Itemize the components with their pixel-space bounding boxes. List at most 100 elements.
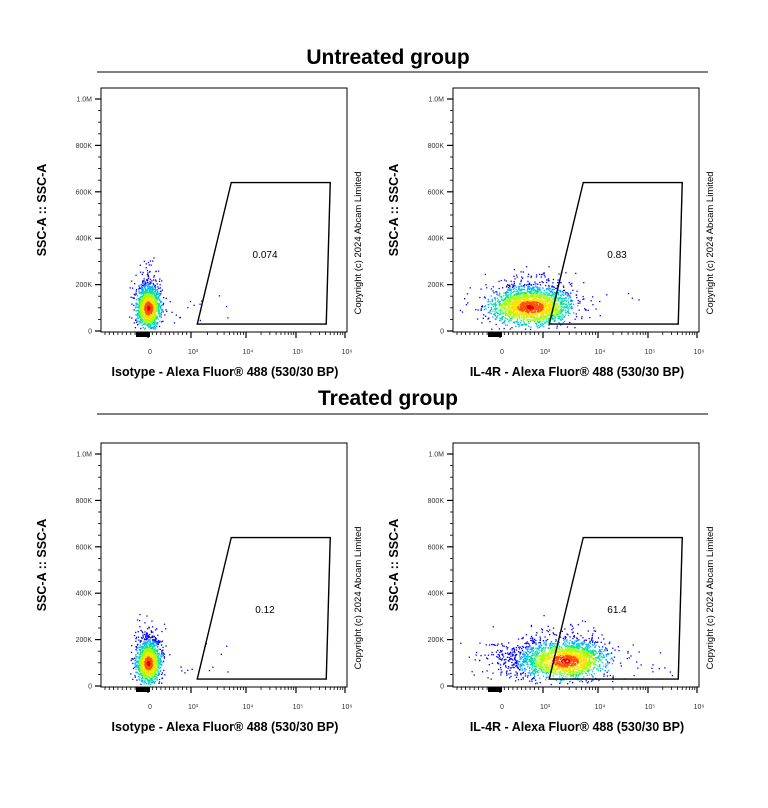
event-dot xyxy=(485,274,486,275)
event-dot xyxy=(558,290,559,291)
event-dot xyxy=(164,624,165,625)
event-dot xyxy=(156,290,157,291)
x-tick-label: 0 xyxy=(500,349,504,356)
event-dot xyxy=(152,639,153,640)
event-dot xyxy=(139,626,140,627)
event-dot xyxy=(171,312,172,313)
event-dot xyxy=(159,321,160,322)
event-dot xyxy=(527,291,528,292)
event-dot xyxy=(155,643,156,644)
event-dot xyxy=(226,306,227,307)
event-dot xyxy=(499,293,500,294)
event-dot xyxy=(503,322,504,323)
event-dot xyxy=(489,312,490,313)
event-dot xyxy=(505,311,506,312)
event-dot xyxy=(485,305,486,306)
event-dot xyxy=(162,647,163,648)
event-dot xyxy=(161,312,162,313)
event-dot xyxy=(142,652,143,653)
event-dot xyxy=(564,321,565,322)
event-dot xyxy=(524,312,525,313)
event-dot xyxy=(181,670,182,671)
event-dot xyxy=(137,307,138,308)
event-dot xyxy=(574,327,575,328)
event-dot xyxy=(132,288,133,289)
event-dot xyxy=(557,299,558,300)
event-dot xyxy=(503,300,504,301)
event-dot xyxy=(154,286,155,287)
event-dot xyxy=(540,284,541,285)
event-dot xyxy=(556,315,557,316)
event-dot xyxy=(227,671,228,672)
event-dot xyxy=(159,281,160,282)
event-dot xyxy=(546,310,547,311)
event-dot xyxy=(521,290,522,291)
event-dot xyxy=(526,319,527,320)
event-dot xyxy=(581,316,582,317)
event-dot xyxy=(538,290,539,291)
event-dot xyxy=(532,319,533,320)
event-dot xyxy=(496,324,497,325)
event-dot xyxy=(531,318,532,319)
event-dot xyxy=(138,663,139,664)
event-dot xyxy=(480,289,481,290)
event-dot xyxy=(138,676,139,677)
event-dot xyxy=(137,644,138,645)
event-dot xyxy=(516,287,517,288)
event-dot xyxy=(502,307,503,308)
event-dot xyxy=(542,288,543,289)
event-dot xyxy=(163,297,164,298)
event-dot xyxy=(499,288,500,289)
event-dot xyxy=(150,637,151,638)
event-dot xyxy=(511,291,512,292)
event-dot xyxy=(556,327,557,328)
event-dot xyxy=(140,651,141,652)
event-dot xyxy=(578,300,579,301)
event-dot xyxy=(527,290,528,291)
event-dot xyxy=(161,644,162,645)
event-dot xyxy=(165,309,166,310)
event-dot xyxy=(142,635,143,636)
event-dot xyxy=(571,283,572,284)
event-dot xyxy=(554,312,555,313)
event-dot xyxy=(502,323,503,324)
event-dot xyxy=(571,308,572,309)
event-dot xyxy=(154,676,155,677)
event-dot xyxy=(142,682,143,683)
event-dot xyxy=(524,303,525,304)
event-dot xyxy=(528,326,529,327)
event-dot xyxy=(502,287,503,288)
event-dot xyxy=(134,675,135,676)
event-dot xyxy=(158,671,159,672)
event-dot xyxy=(522,289,523,290)
event-dot xyxy=(522,278,523,279)
event-dot xyxy=(562,315,563,316)
event-dot xyxy=(491,307,492,308)
event-dot xyxy=(506,303,507,304)
event-dot xyxy=(532,311,533,312)
event-dot xyxy=(138,290,139,291)
x-tick-label: 10⁶ xyxy=(694,349,705,356)
event-dot xyxy=(148,262,149,263)
event-dot xyxy=(158,318,159,319)
event-dot xyxy=(632,298,633,299)
x-tick-label: 10³ xyxy=(540,349,551,356)
event-dot xyxy=(556,311,557,312)
event-dot xyxy=(145,328,146,329)
event-dot xyxy=(187,670,188,671)
event-dot xyxy=(545,285,546,286)
event-dot xyxy=(143,636,144,637)
event-dot xyxy=(518,288,519,289)
event-dot xyxy=(152,637,153,638)
event-dot xyxy=(501,309,502,310)
event-dot xyxy=(492,304,493,305)
event-dot xyxy=(562,304,563,305)
y-axis-title: SSC-A :: SSC-A xyxy=(35,164,49,257)
event-dot xyxy=(142,283,143,284)
event-dot xyxy=(530,307,531,308)
event-dot xyxy=(504,320,505,321)
event-dot xyxy=(524,287,525,288)
event-dot xyxy=(156,281,157,282)
event-dot xyxy=(464,298,465,299)
